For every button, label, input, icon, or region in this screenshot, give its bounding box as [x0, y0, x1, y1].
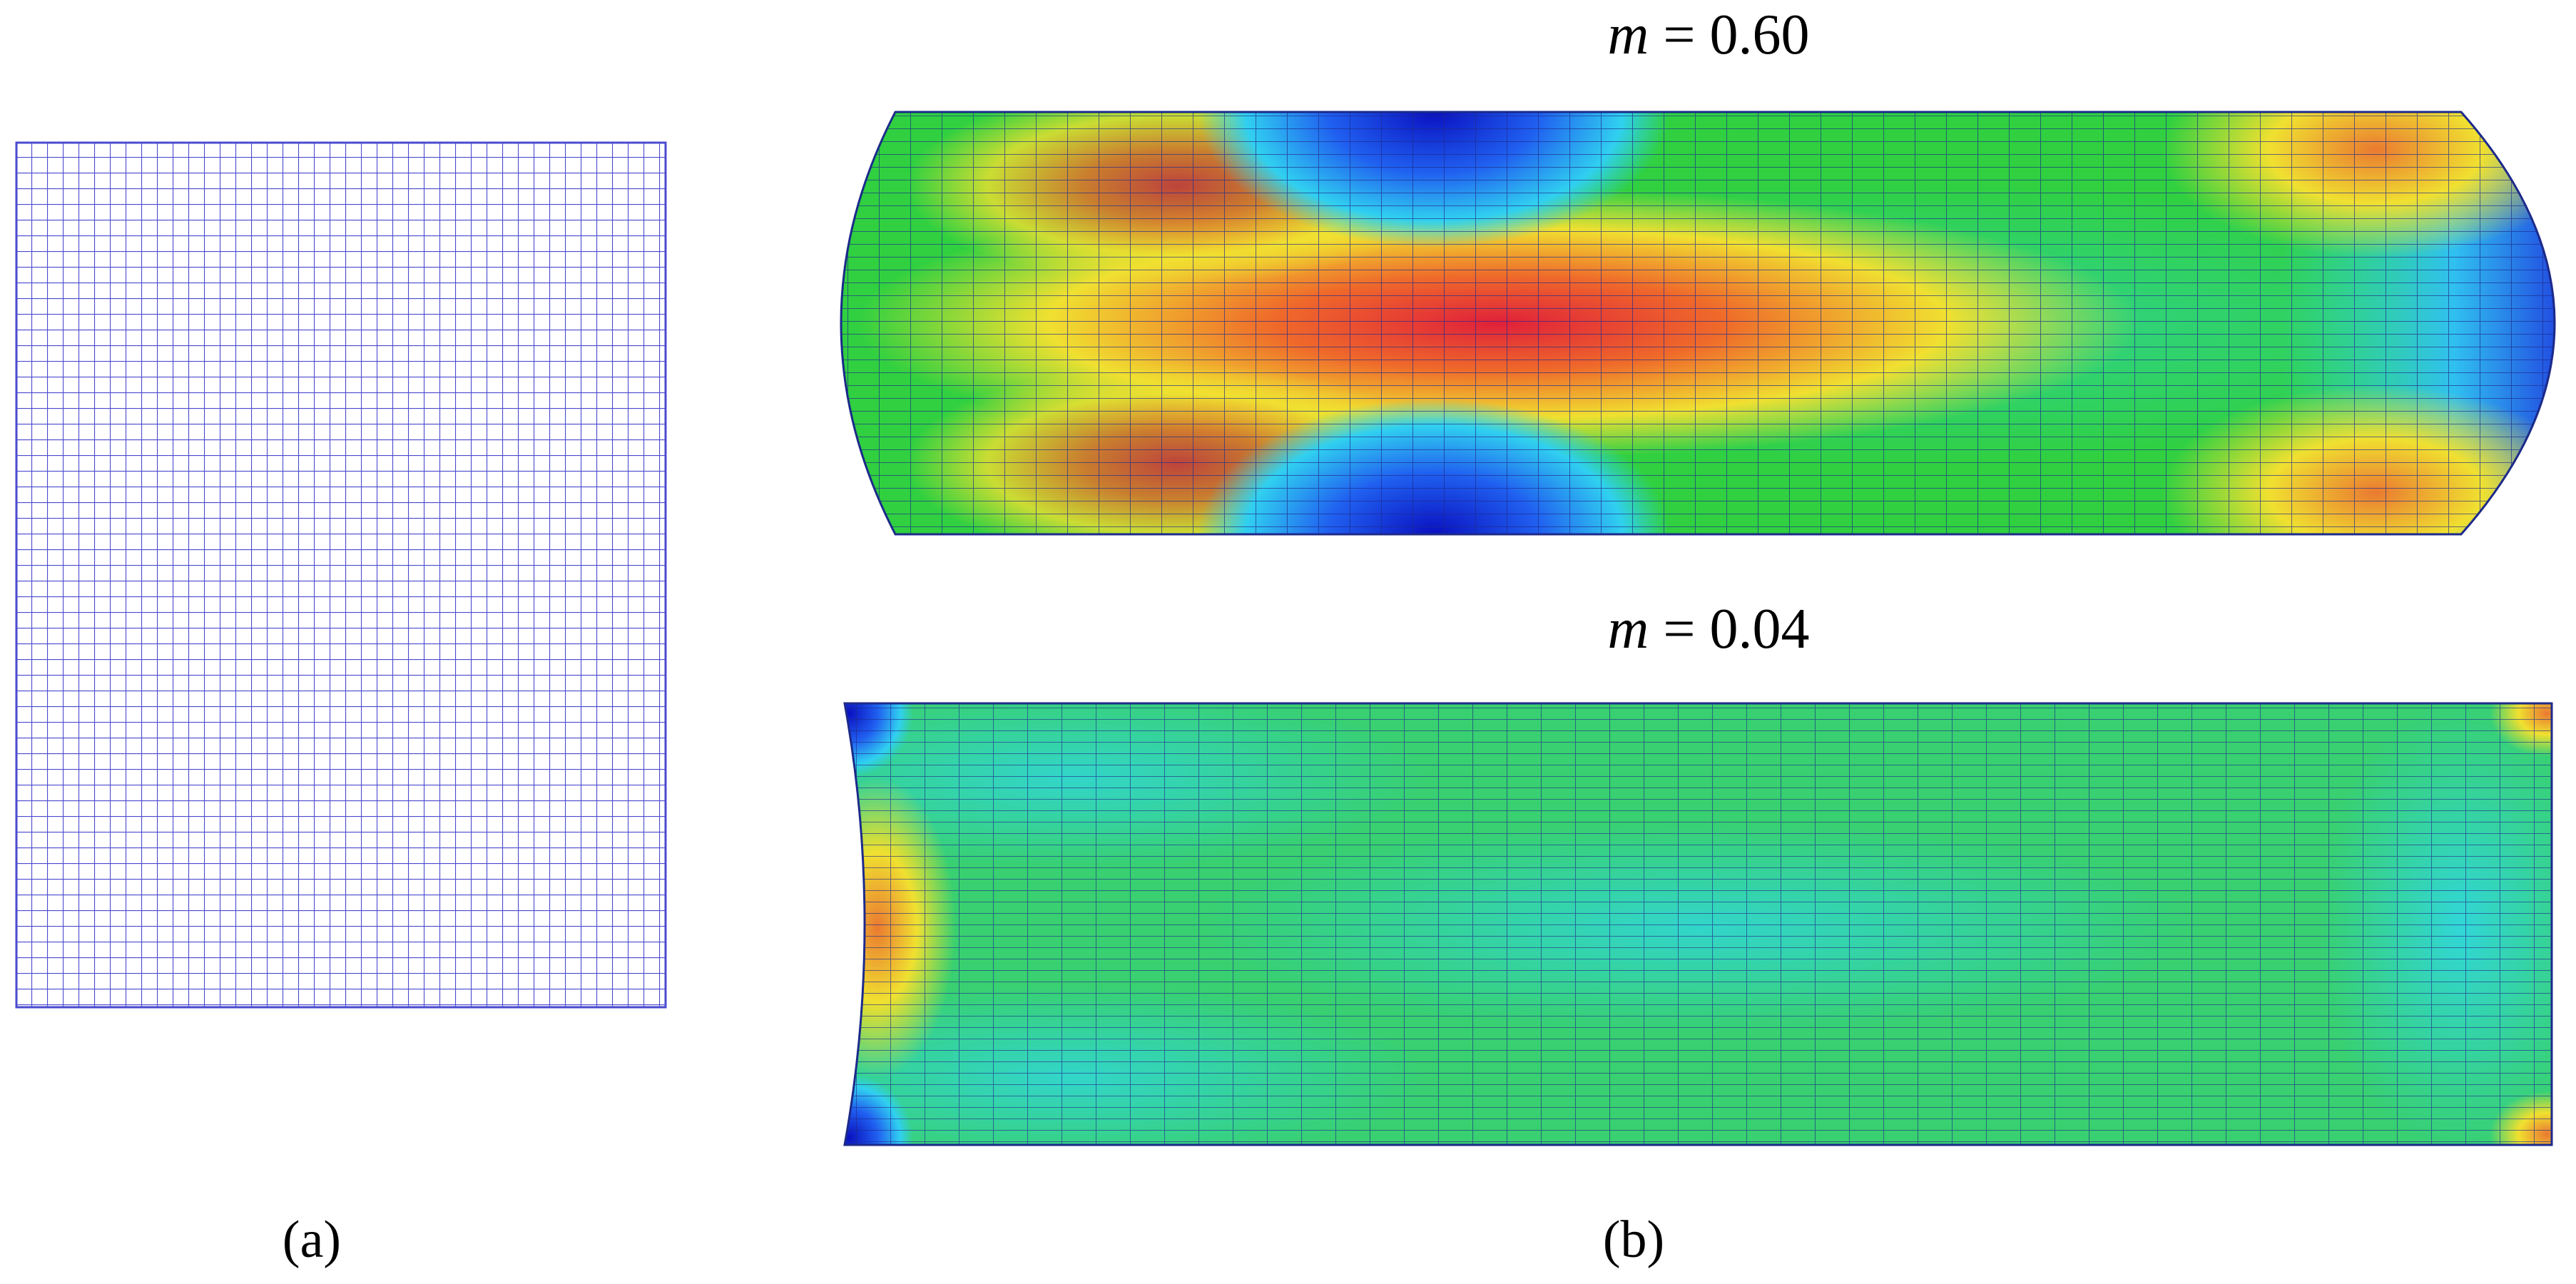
- outline-top: [840, 111, 2556, 536]
- label-top: m = 0.60: [1608, 4, 1810, 66]
- value: = 0.04: [1649, 598, 1809, 661]
- caption-b: (b): [1603, 1211, 1664, 1269]
- outline-bottom: [843, 702, 2553, 1146]
- label-bottom: m = 0.04: [1608, 598, 1810, 661]
- symbol: m: [1608, 4, 1649, 66]
- symbol: m: [1608, 598, 1649, 661]
- caption-a: (a): [282, 1211, 341, 1269]
- value: = 0.60: [1649, 4, 1809, 66]
- contour-top: [841, 112, 2555, 534]
- mesh-a: [15, 141, 667, 1009]
- contour-bottom: [845, 703, 2552, 1145]
